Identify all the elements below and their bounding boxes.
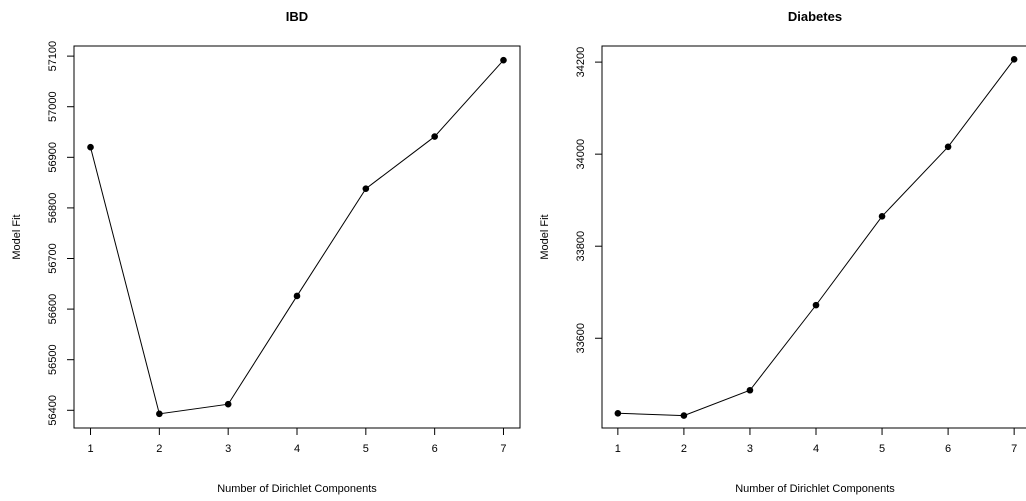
data-point <box>431 133 438 140</box>
y-axis-label: Model Fit <box>539 214 551 259</box>
y-tick-label: 57100 <box>47 41 59 72</box>
x-tick-label: 6 <box>432 443 438 455</box>
series-line <box>617 59 1015 417</box>
chart-panel-diabetes: Diabetes Number of Dirichlet Components … <box>539 9 1026 495</box>
x-tick-label: 4 <box>813 443 819 455</box>
x-axis-ticks: 1 2 3 4 5 6 7 <box>615 428 1017 455</box>
y-tick-label: 34000 <box>575 139 587 170</box>
y-axis-label: Model Fit <box>11 214 23 259</box>
plot-frame <box>601 45 1026 429</box>
data-point <box>500 56 507 64</box>
x-tick-label: 5 <box>879 443 885 455</box>
x-tick-label: 4 <box>294 443 300 455</box>
y-tick-label: 34200 <box>575 47 587 78</box>
data-point <box>680 412 688 419</box>
y-tick-label: 33800 <box>575 231 587 262</box>
x-tick-label: 7 <box>500 443 506 455</box>
series-line-group <box>87 56 507 418</box>
x-tick-label: 3 <box>747 443 753 455</box>
y-tick-label: 56900 <box>47 142 59 173</box>
y-tick-label: 56800 <box>47 193 59 224</box>
chart-title: Diabetes <box>788 9 842 24</box>
x-tick-label: 7 <box>1011 443 1017 455</box>
x-tick-label: 3 <box>225 443 231 455</box>
data-point <box>1010 56 1018 63</box>
plot-frame <box>73 45 521 429</box>
y-tick-label: 56500 <box>47 344 59 375</box>
data-point <box>224 400 232 408</box>
data-point <box>362 185 370 192</box>
data-point <box>293 292 301 300</box>
data-point <box>878 212 886 220</box>
y-axis-ticks: 33600 33800 34000 34200 <box>575 47 602 354</box>
data-point <box>156 410 163 418</box>
data-point <box>614 409 622 417</box>
x-tick-label: 1 <box>615 443 621 455</box>
x-axis-label: Number of Dirichlet Components <box>735 483 895 495</box>
chart-panel-ibd: IBD Number of Dirichlet Components Model… <box>11 9 521 495</box>
data-point <box>812 301 820 309</box>
x-tick-label: 2 <box>681 443 687 455</box>
series-line-group <box>614 56 1018 419</box>
y-tick-label: 56600 <box>47 294 59 325</box>
x-axis-ticks: 1 2 3 4 5 6 7 <box>87 428 507 455</box>
x-tick-label: 2 <box>156 443 162 455</box>
chart-title: IBD <box>286 9 308 24</box>
x-tick-label: 6 <box>945 443 951 455</box>
x-tick-label: 1 <box>87 443 93 455</box>
data-point <box>944 143 952 151</box>
x-tick-label: 5 <box>363 443 369 455</box>
y-tick-label: 56700 <box>47 243 59 274</box>
x-axis-label: Number of Dirichlet Components <box>217 483 377 495</box>
y-tick-label: 56400 <box>47 395 59 426</box>
data-point <box>87 143 94 151</box>
y-tick-label: 33600 <box>575 323 587 354</box>
y-tick-label: 57000 <box>47 91 59 122</box>
data-point <box>746 386 754 394</box>
series-line <box>90 59 504 415</box>
y-axis-ticks: 56400 56500 56600 56700 56800 56900 57000 57100 <box>47 41 74 426</box>
